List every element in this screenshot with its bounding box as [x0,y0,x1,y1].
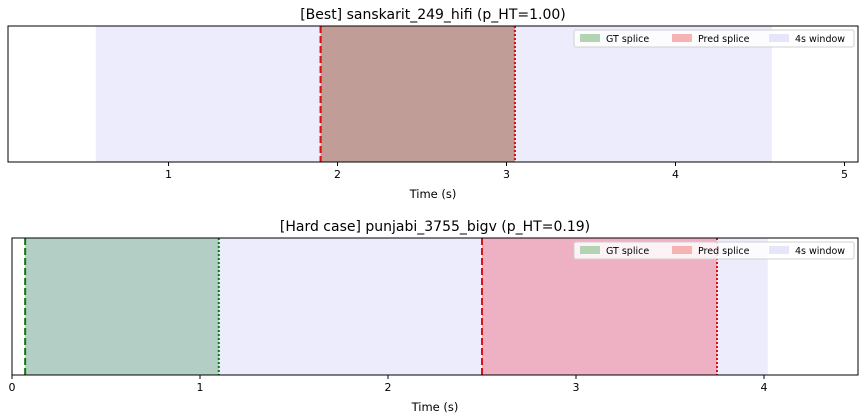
chart-panel-2: 0 1 2 3 4 [Hard case] punjabi_3755_bigv (p_HT… [9,219,859,414]
legend-label: Pred splice [698,246,750,257]
x-tick-label: 2 [334,168,341,181]
legend-label: 4s window [795,246,845,257]
x-tick-label: 4 [672,168,679,181]
x-axis-label: Time (s) [411,400,459,414]
legend-label: GT splice [606,246,649,257]
legend-swatch [769,34,789,42]
chart-title: [Best] sanskarit_249_hifi (p_HT=1.00) [300,7,566,23]
axes-frame [11,237,859,376]
chart-title: [Hard case] punjabi_3755_bigv (p_HT=0.19… [280,219,590,235]
legend: GT splice Pred splice 4s window [573,241,855,260]
gt-pred-splice-span [320,26,515,162]
x-tick-label: 0 [9,381,16,394]
legend-swatch [580,246,600,254]
x-tick-label: 1 [197,381,204,394]
x-tick-label: 2 [385,381,392,394]
x-tick-label: 4 [761,381,768,394]
legend-swatch [580,34,600,42]
axes-frame [7,25,859,163]
x-tick-label: 1 [165,168,172,181]
legend-label: Pred splice [698,34,750,45]
x-axis-label: Time (s) [409,187,457,201]
legend-label: 4s window [795,34,845,45]
legend-swatch [672,34,692,42]
legend-swatch [672,246,692,254]
x-tick-label: 3 [503,168,510,181]
chart-panel-1: 1 2 3 4 5 [Best] sanskarit_249_hifi (p_HT=1.0… [7,7,859,201]
pred-splice-span [482,238,717,375]
x-tick-label: 5 [841,168,848,181]
legend: GT splice Pred splice 4s window [573,29,855,48]
x-tick-label: 3 [573,381,580,394]
legend-label: GT splice [606,34,649,45]
gt-splice-span [25,238,219,375]
legend-swatch [769,246,789,254]
